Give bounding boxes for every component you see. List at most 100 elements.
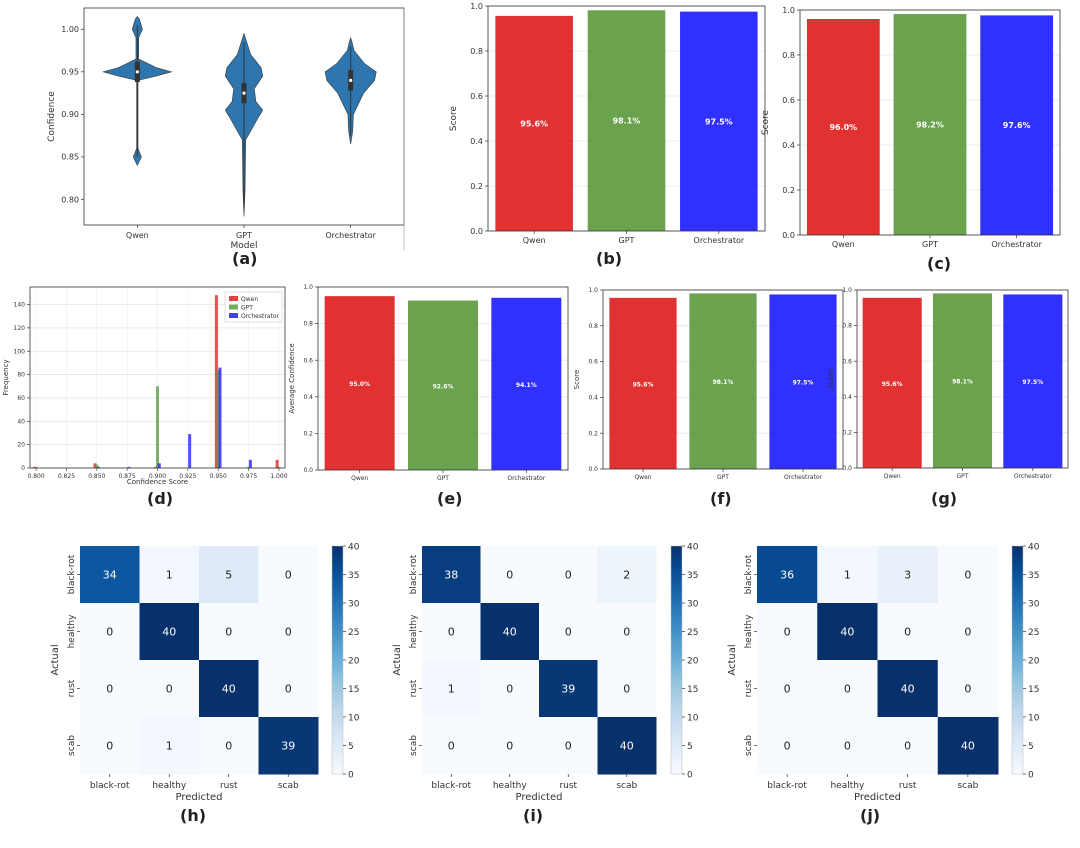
g-bar-2 (1003, 294, 1063, 468)
j-ytick-label-2: rust (744, 679, 754, 697)
j-cell-1-1 (817, 603, 878, 661)
i-colorbar-label-0: 0 (687, 771, 693, 781)
panel-label-j: (j) (860, 806, 881, 825)
panel-label-h: (h) (180, 806, 207, 825)
e-data-label-1: 92.6% (433, 383, 454, 390)
i-ytick-label-3: scab (409, 735, 419, 756)
j-cell-0-2 (877, 546, 939, 604)
e-ytick-label-4: 0.8 (303, 321, 313, 328)
j-ytick-label-3: scab (744, 735, 754, 756)
b-bar-0 (495, 15, 573, 232)
i-colorbar-label-7: 35 (687, 571, 698, 581)
h-cell-value-3-1: 1 (166, 740, 173, 753)
g-data-label-1: 98.1% (952, 379, 973, 386)
i-ytick-label-2: rust (409, 679, 419, 697)
i-xtick-label-0: black-rot (431, 781, 471, 791)
h-cell-value-0-1: 1 (166, 569, 173, 582)
h-cell-1-0 (80, 603, 140, 661)
j-cell-value-0-1: 1 (844, 569, 851, 582)
c-ytick-label-1: 0.2 (782, 186, 795, 195)
j-ytick-label-0: black-rot (744, 554, 754, 594)
j-cell-value-2-1: 0 (844, 683, 851, 696)
a-median-0 (135, 70, 139, 74)
i-xtick-label-1: healthy (493, 781, 527, 791)
d-ytick-label-4: 80 (17, 372, 25, 379)
j-cell-2-2 (877, 660, 939, 718)
c-ytick-label-0: 0.0 (782, 231, 795, 240)
h-colorbar-label-1: 5 (348, 742, 354, 752)
d-bar-orchestrator-0 (97, 466, 101, 468)
h-xtick-label-1: healthy (152, 781, 186, 791)
j-xlabel: Predicted (854, 792, 901, 803)
i-colorbar-label-4: 20 (687, 657, 699, 667)
j-colorbar-label-6: 30 (1028, 600, 1040, 610)
h-cell-3-0 (80, 717, 140, 775)
c-xtick-label-2: Orchestrator (991, 240, 1042, 249)
j-cell-1-2 (877, 603, 939, 661)
i-colorbar-label-5: 25 (687, 628, 698, 638)
j-ytick-label-1: healthy (744, 614, 754, 648)
i-cell-2-3 (597, 660, 657, 718)
c-ytick-label-2: 0.4 (782, 141, 795, 150)
d-xtick-label-2: 0.850 (88, 473, 105, 480)
h-cell-value-3-3: 39 (281, 740, 295, 753)
i-colorbar-label-8: 40 (687, 543, 699, 553)
i-cell-value-2-0: 1 (448, 683, 455, 696)
b-ylabel: Score (449, 105, 459, 131)
a-ytick-label-1: 0.85 (61, 153, 79, 162)
d-bar-orchestrator-1 (127, 466, 131, 468)
a-ytick-label-0: 0.80 (61, 195, 79, 204)
f-data-label-0: 95.6% (633, 381, 654, 388)
j-cell-3-3 (937, 717, 999, 775)
b-ytick-label-4: 0.8 (470, 47, 483, 56)
h-cell-3-3 (258, 717, 319, 775)
i-cell-value-0-2: 0 (565, 569, 572, 582)
d-legend-swatch-0 (229, 296, 238, 301)
i-cell-value-0-1: 0 (506, 569, 513, 582)
j-cell-0-0 (757, 546, 818, 604)
i-cell-value-3-2: 0 (565, 740, 572, 753)
h-cell-2-0 (80, 660, 140, 718)
i-xlabel: Predicted (516, 792, 563, 803)
f-axes-frame (602, 289, 844, 470)
i-cell-value-3-1: 0 (506, 740, 513, 753)
d-bar-gpt-3 (216, 369, 220, 468)
f-data-label-2: 97.5% (793, 380, 814, 387)
i-cell-3-0 (422, 717, 481, 775)
d-bar-qwen-1 (93, 463, 97, 468)
h-cell-value-1-0: 0 (106, 626, 113, 639)
panel-label-g: (g) (931, 489, 958, 508)
h-cell-value-1-3: 0 (285, 626, 292, 639)
e-ytick-label-5: 1.0 (303, 284, 313, 291)
h-cell-3-1 (139, 717, 200, 775)
b-ytick-label-1: 0.2 (470, 182, 483, 191)
j-xtick-label-3: scab (957, 781, 978, 791)
d-bar-gpt-2 (155, 386, 160, 468)
j-cell-0-3 (937, 546, 999, 604)
f-ytick-label-1: 0.2 (588, 430, 598, 437)
i-cell-2-2 (539, 660, 598, 718)
f-bar-2 (769, 294, 837, 469)
i-cell-value-0-3: 2 (623, 569, 630, 582)
h-cell-value-0-0: 34 (103, 569, 117, 582)
b-data-label-1: 98.1% (613, 117, 641, 126)
h-xlabel: Predicted (176, 792, 223, 803)
d-xlabel: Confidence Score (127, 478, 188, 486)
g-ylabel: Score (827, 369, 835, 389)
b-ytick-label-5: 1.0 (470, 2, 483, 11)
h-xtick-label-0: black-rot (90, 781, 130, 791)
g-ytick-label-1: 0.2 (842, 430, 852, 437)
d-ytick-label-1: 20 (17, 442, 25, 449)
panel-label-d: (d) (147, 489, 174, 508)
d-bar-qwen-2 (154, 466, 158, 468)
h-cell-2-2 (199, 660, 259, 718)
h-cell-0-2 (199, 546, 259, 604)
j-colorbar-label-4: 20 (1028, 657, 1040, 667)
d-ytick-label-3: 60 (17, 395, 25, 402)
j-cell-3-1 (817, 717, 878, 775)
j-colorbar-label-8: 40 (1028, 543, 1040, 553)
h-colorbar-label-3: 15 (348, 685, 359, 695)
d-xtick-label-8: 1.000 (270, 473, 287, 480)
g-bar-0 (862, 297, 922, 468)
j-ylabel: Actual (727, 644, 738, 675)
